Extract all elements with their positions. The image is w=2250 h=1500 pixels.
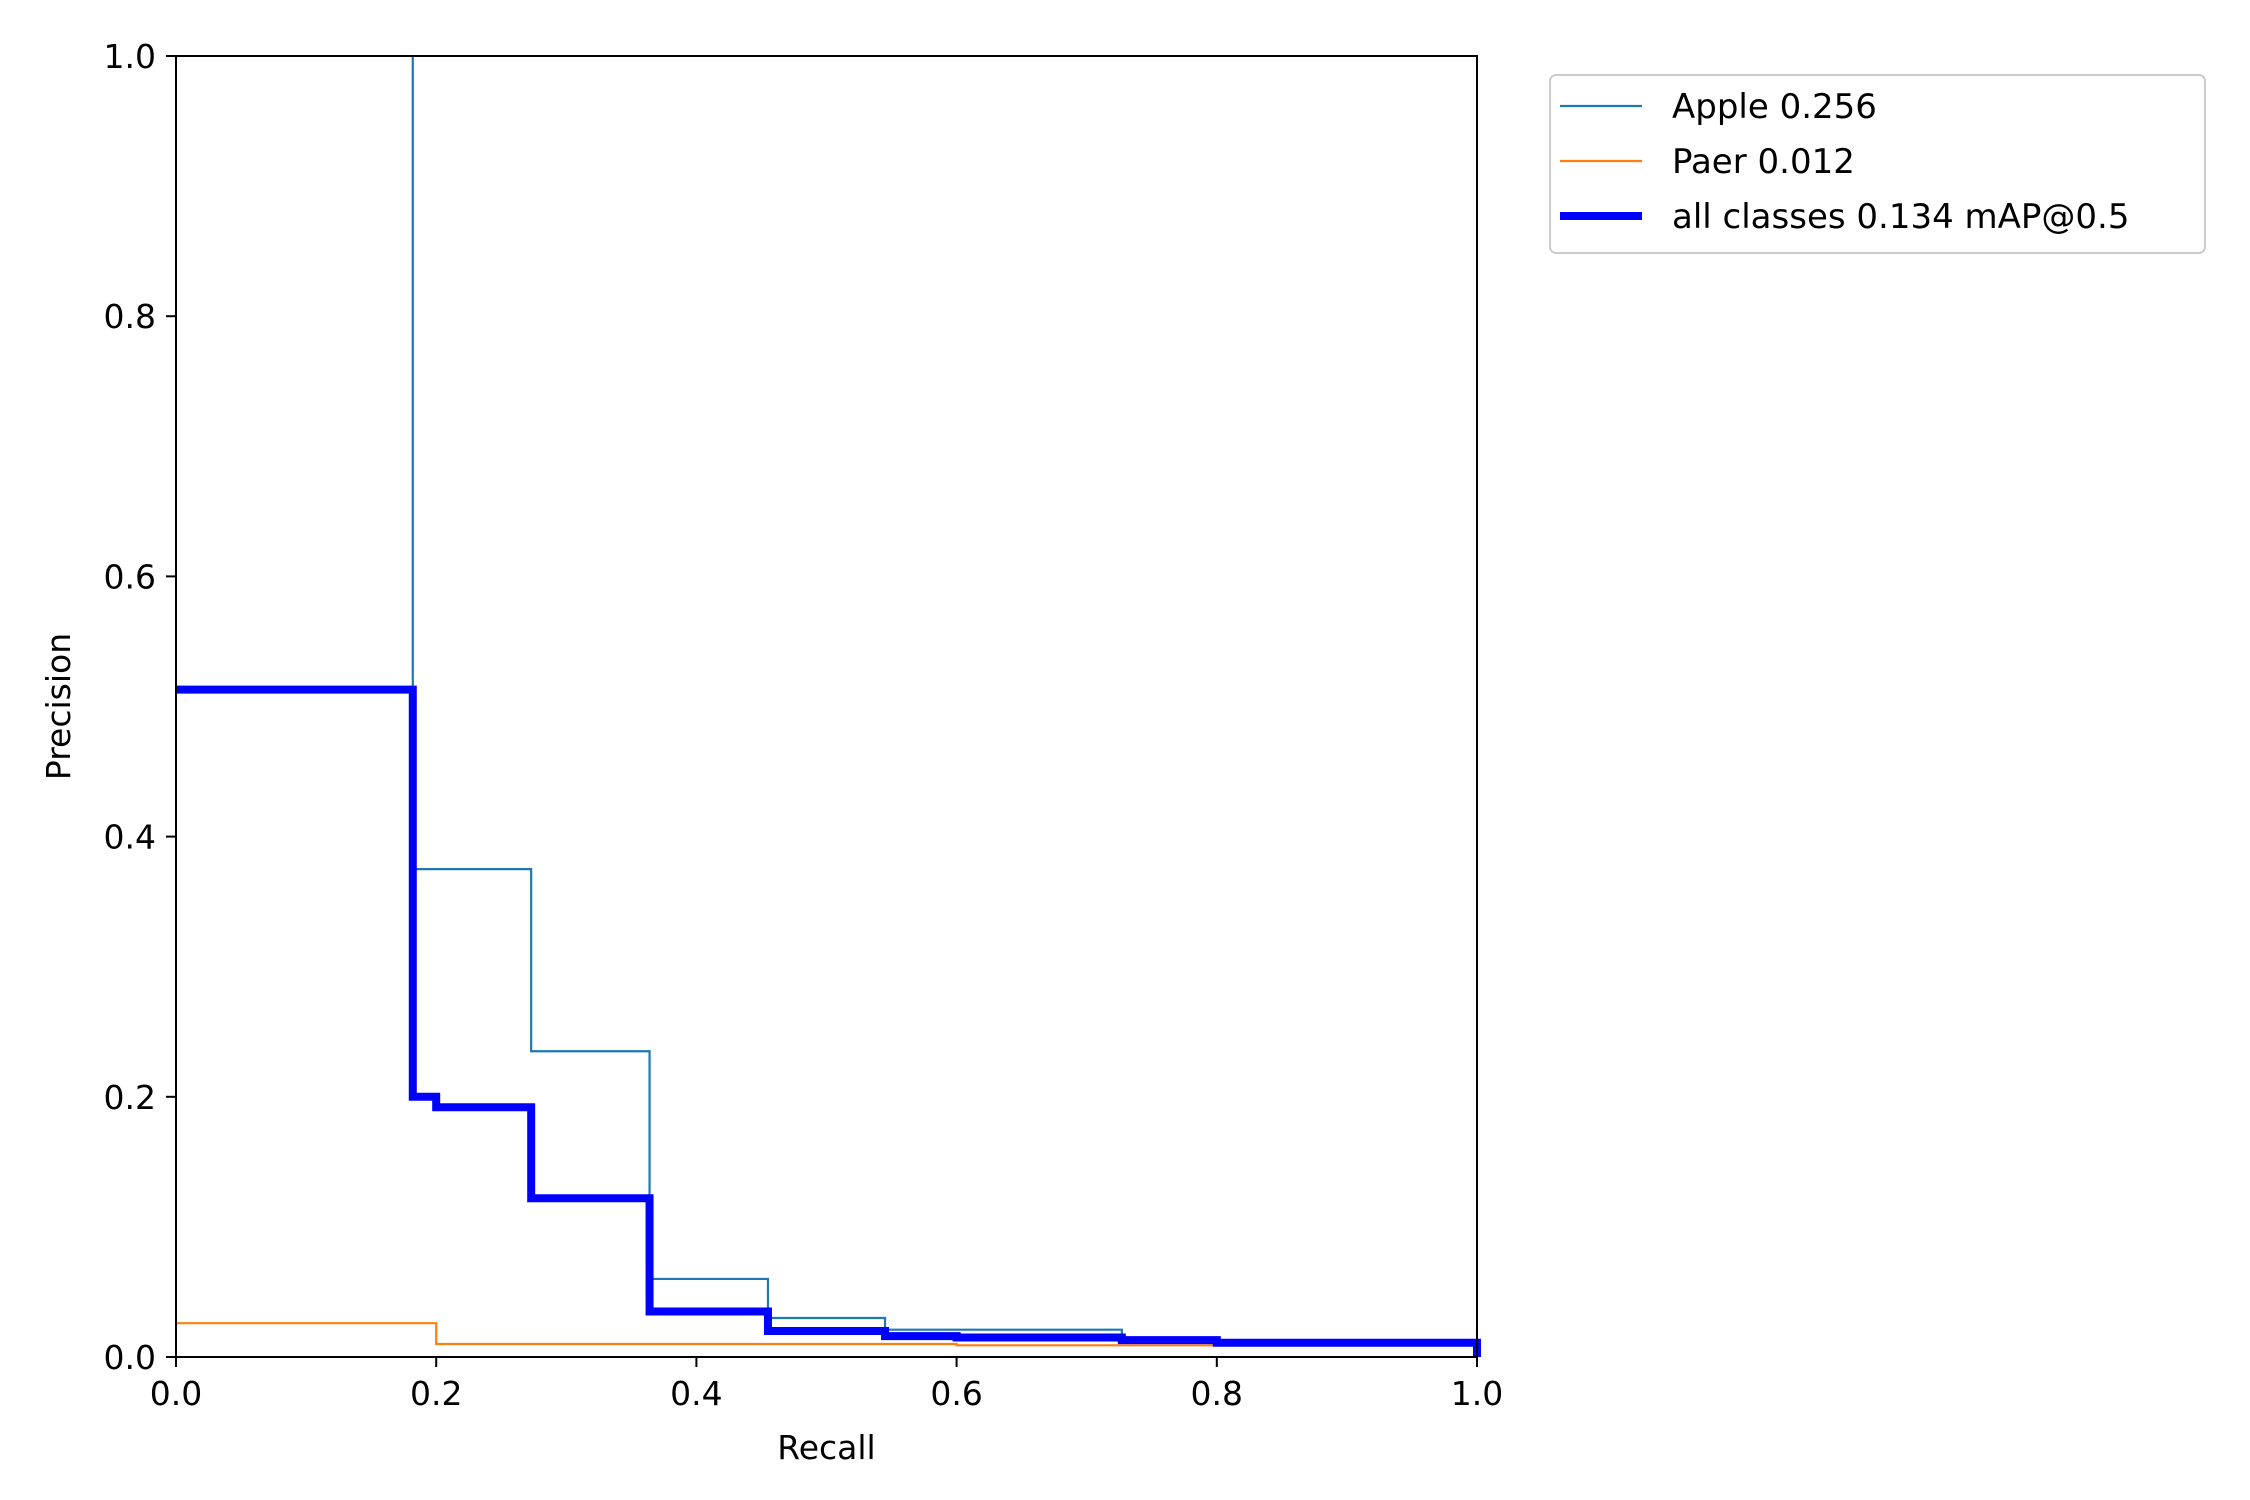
legend-label-3: all classes 0.134 mAP@0.5 bbox=[1672, 197, 2129, 237]
y-axis-label: Precision bbox=[39, 633, 78, 780]
y-tick-label: 1.0 bbox=[104, 37, 156, 76]
series-layer bbox=[176, 56, 1481, 1357]
x-axis-label: Recall bbox=[777, 1428, 875, 1467]
legend: Apple 0.256 Paer 0.012 all classes 0.134 m… bbox=[1549, 74, 2206, 254]
series-line-2 bbox=[176, 1322, 1477, 1347]
y-tick-label: 0.2 bbox=[104, 1078, 156, 1117]
x-tick-label: 0.0 bbox=[150, 1374, 202, 1413]
legend-label-1: Apple 0.256 bbox=[1672, 87, 1877, 127]
x-tick-label: 0.8 bbox=[1191, 1374, 1243, 1413]
y-tick-label: 0.8 bbox=[104, 297, 156, 336]
legend-box bbox=[1549, 74, 2206, 254]
y-tick-label: 0.6 bbox=[104, 557, 156, 596]
plot-frame bbox=[175, 55, 1478, 1358]
series-line-3 bbox=[176, 685, 1481, 1357]
x-tick-label: 0.6 bbox=[930, 1374, 982, 1413]
y-tick-label: 0.0 bbox=[104, 1338, 156, 1377]
legend-label-2: Paer 0.012 bbox=[1672, 142, 1855, 182]
series-line-1 bbox=[411, 56, 1477, 1342]
x-tick-label: 0.2 bbox=[410, 1374, 462, 1413]
x-tick-label: 0.4 bbox=[670, 1374, 722, 1413]
y-tick-label: 0.4 bbox=[104, 818, 156, 857]
ticks-layer: 0.0 0.2 0.4 0.6 0.8 1.0 0.0 0.2 0.4 0.6 0.8 1.0 bbox=[104, 37, 1504, 1413]
x-tick-label: 1.0 bbox=[1451, 1374, 1503, 1413]
